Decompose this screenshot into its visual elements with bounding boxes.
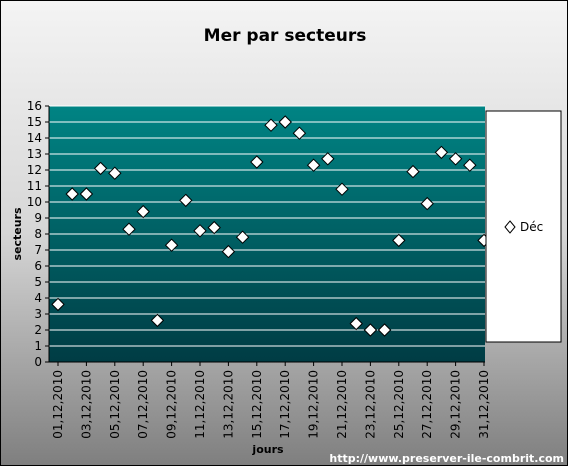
x-tick-label: 05,12,2010 <box>108 370 122 439</box>
y-tick-label: 5 <box>34 275 42 289</box>
x-tick-label: 19,12,2010 <box>307 370 321 439</box>
gridlines <box>49 105 485 347</box>
data-point-13,12,2010 <box>221 244 236 259</box>
data-point-20,12,2010 <box>321 152 335 166</box>
data-point-28,12,2010 <box>434 145 449 160</box>
x-tick-label: 15,12,2010 <box>250 370 264 439</box>
y-tick-label: 11 <box>27 179 42 193</box>
y-tick-label: 0 <box>34 355 42 369</box>
data-point-27,12,2010 <box>420 196 434 211</box>
x-tick-label: 29,12,2010 <box>449 370 463 439</box>
data-point-22,12,2010 <box>349 316 363 331</box>
x-tick-label: 11,12,2010 <box>193 370 207 439</box>
legend-label: Déc <box>520 220 543 234</box>
x-tick-label: 23,12,2010 <box>363 370 377 439</box>
data-point-03,12,2010 <box>79 187 94 201</box>
y-axis-title: secteurs <box>11 207 24 261</box>
y-tick-label: 12 <box>27 163 42 177</box>
data-point-01,12,2010 <box>51 297 65 312</box>
data-point-06,12,2010 <box>122 222 136 236</box>
x-tick-label: 21,12,2010 <box>335 370 349 439</box>
data-point-16,12,2010 <box>264 118 278 132</box>
x-tick-label: 27,12,2010 <box>420 370 434 439</box>
data-point-02,12,2010 <box>65 187 79 201</box>
data-point-05,12,2010 <box>108 166 122 180</box>
y-tick-label: 8 <box>34 227 42 241</box>
data-point-26,12,2010 <box>406 164 420 179</box>
chart-title: Mer par secteurs <box>204 26 367 46</box>
x-axis-title: jours <box>251 443 284 456</box>
x-tick-label: 09,12,2010 <box>165 370 179 439</box>
data-point-23,12,2010 <box>363 323 378 337</box>
y-tick-label: 13 <box>27 147 42 161</box>
data-point-17,12,2010 <box>278 115 292 129</box>
y-tick-label: 7 <box>34 243 42 257</box>
data-point-21,12,2010 <box>335 182 349 196</box>
data-point-08,12,2010 <box>150 313 165 328</box>
y-tick-label: 9 <box>34 211 42 225</box>
data-point-29,12,2010 <box>448 152 463 166</box>
y-tick-label: 15 <box>27 115 42 129</box>
legend-box <box>485 110 562 343</box>
data-point-07,12,2010 <box>136 204 150 219</box>
data-point-09,12,2010 <box>164 238 179 252</box>
y-tick-label: 16 <box>27 99 42 113</box>
x-tick-label: 25,12,2010 <box>392 370 406 439</box>
x-tick-label: 13,12,2010 <box>221 370 235 439</box>
data-point-10,12,2010 <box>179 193 193 208</box>
data-point-30,12,2010 <box>463 158 477 172</box>
x-tick-label: 31,12,2010 <box>477 370 491 439</box>
y-tick-label: 1 <box>34 339 42 353</box>
data-point-18,12,2010 <box>292 126 307 140</box>
footer-url[interactable]: http://www.preserver-ile-combrit.com <box>329 452 564 465</box>
y-tick-label: 14 <box>27 131 42 145</box>
data-point-19,12,2010 <box>306 158 321 172</box>
y-tick-label: 10 <box>27 195 42 209</box>
y-tick-label: 3 <box>34 307 42 321</box>
data-point-24,12,2010 <box>377 323 392 337</box>
x-tick-label: 03,12,2010 <box>79 370 93 439</box>
data-point-14,12,2010 <box>235 230 250 244</box>
y-tick-label: 6 <box>34 259 42 273</box>
x-tick-label: 17,12,2010 <box>278 370 292 439</box>
x-tick-label: 01,12,2010 <box>51 370 65 439</box>
data-point-11,12,2010 <box>193 224 207 238</box>
data-point-15,12,2010 <box>250 155 264 169</box>
x-tick-label: 07,12,2010 <box>136 370 150 439</box>
data-point-12,12,2010 <box>207 220 221 235</box>
x-axis-ticks: 01,12,2010 03,12,2010 05,12,2010 07,12,2010… <box>51 362 491 439</box>
data-point-04,12,2010 <box>93 161 108 176</box>
y-tick-label: 2 <box>34 323 42 337</box>
legend-marker-diamond <box>504 220 516 234</box>
data-markers <box>51 115 491 337</box>
data-point-25,12,2010 <box>392 233 406 248</box>
legend: Déc <box>485 110 562 343</box>
y-tick-label: 4 <box>34 291 42 305</box>
